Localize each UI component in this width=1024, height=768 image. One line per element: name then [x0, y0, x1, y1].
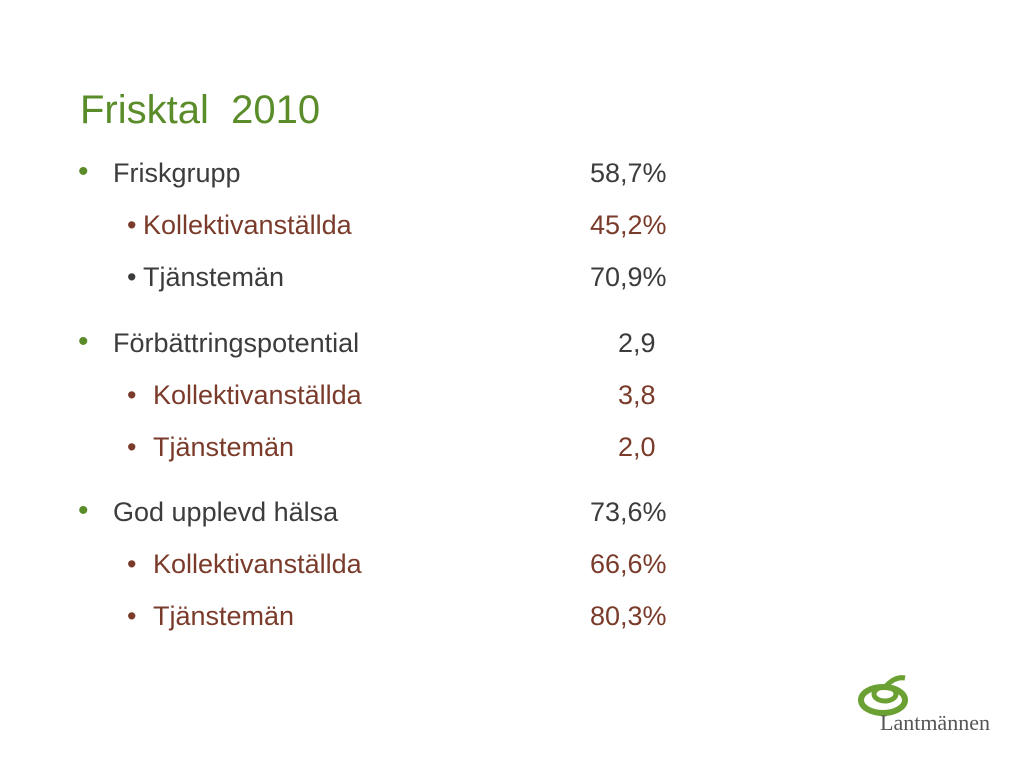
sub-bullet: •: [127, 262, 137, 292]
group-value: 58,7%: [590, 158, 667, 188]
item-value: 80,3%: [590, 601, 667, 631]
item-label: Kollektivanställda: [143, 210, 352, 240]
sub-bullet: •: [127, 380, 137, 410]
sub-bullet: •: [127, 601, 137, 631]
item-value: 3,8: [618, 380, 656, 410]
logo-text: Lantmännen: [880, 710, 990, 735]
item-value: 66,6%: [590, 549, 667, 579]
item-label: Tjänstemän: [153, 432, 295, 462]
item-value: 2,0: [618, 432, 656, 462]
item-label: Tjänstemän: [143, 262, 285, 292]
group-label: Friskgrupp: [113, 158, 241, 188]
item-label: Kollektivanställda: [153, 549, 362, 579]
group-label: Förbättringspotential: [113, 328, 360, 358]
sub-bullet: •: [127, 432, 137, 462]
group-value: 73,6%: [590, 497, 667, 527]
bullet: •: [78, 325, 89, 358]
logo-icon: [858, 675, 908, 716]
sub-bullet: •: [127, 210, 137, 240]
group-label: God upplevd hälsa: [113, 497, 339, 527]
slide-title: Frisktal 2010: [80, 88, 321, 132]
sub-bullet: •: [127, 549, 137, 579]
group-value: 2,9: [618, 328, 656, 358]
bullet: •: [78, 494, 89, 527]
item-value: 45,2%: [590, 210, 667, 240]
item-label: Kollektivanställda: [153, 380, 362, 410]
item-label: Tjänstemän: [153, 601, 295, 631]
item-value: 70,9%: [590, 262, 667, 292]
bullet: •: [78, 155, 89, 188]
